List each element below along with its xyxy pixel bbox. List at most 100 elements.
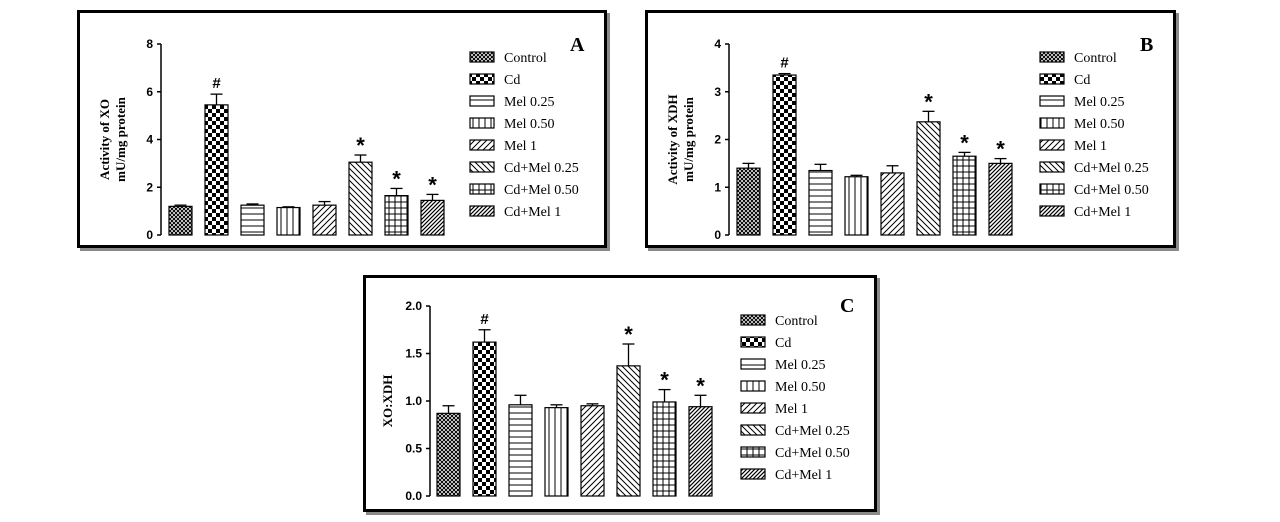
bar-b-7	[988, 162, 1013, 236]
bar-a-4	[312, 204, 337, 236]
y-tick-label: 1	[714, 180, 721, 194]
y-tick-label: 2.0	[405, 299, 422, 313]
panel-letter-a: A	[570, 34, 585, 56]
legend-label: Mel 1	[504, 139, 537, 154]
bar-c-4	[580, 405, 605, 497]
legend-swatch	[1039, 161, 1065, 173]
legend-swatch	[1039, 73, 1065, 85]
legend-swatch	[1039, 205, 1065, 217]
legend-swatch	[1039, 139, 1065, 151]
bar-b-2	[808, 169, 833, 236]
bar-c-5	[616, 365, 641, 497]
legend-swatch	[469, 73, 495, 85]
bar-a-7	[420, 199, 445, 236]
legend-label: Cd	[504, 73, 520, 88]
panel-letter-c: C	[840, 295, 854, 317]
significance-star: *	[356, 133, 365, 158]
y-tick-label: 2	[146, 180, 153, 194]
significance-hash: #	[212, 75, 221, 92]
chart-b-svg: 0 1 2 3 4 Activity of XDH mU/mg protein # * * * Con…	[665, 34, 1153, 242]
bar-a-5	[348, 161, 373, 236]
legend-swatch	[740, 336, 766, 348]
bar-c-1	[472, 341, 497, 497]
significance-hash: #	[480, 311, 489, 328]
bar-a-2	[240, 204, 265, 236]
bar-a-0	[168, 205, 193, 236]
legend-swatch	[740, 446, 766, 458]
legend-label: Control	[504, 51, 547, 66]
significance-star: *	[696, 373, 705, 398]
legend-swatch	[740, 314, 766, 326]
y-axis-unit-label-a: mU/mg protein	[113, 96, 128, 181]
legend-label: Cd+Mel 0.25	[1074, 161, 1149, 176]
chart-panel-c: 0.0 0.5 1.0 1.5 2.0 XO:XDH # * * * Control Cd Mel 0.…	[363, 275, 877, 512]
y-tick-label: 0	[146, 228, 153, 242]
legend-label: Mel 0.50	[504, 117, 555, 132]
significance-star: *	[428, 172, 437, 197]
y-tick-label: 3	[714, 85, 721, 99]
legend-label: Cd+Mel 1	[1074, 205, 1131, 220]
bar-b-1	[772, 74, 797, 236]
legend-swatch	[469, 51, 495, 63]
y-axis-label-b: Activity of XDH	[665, 94, 680, 184]
legend-label: Cd+Mel 0.50	[504, 183, 579, 198]
bar-b-3	[844, 176, 869, 236]
bar-c-0	[436, 412, 461, 497]
chart-panel-a: 0 2 4 6 8 Activity of XO mU/mg protein # * * * Cont…	[77, 10, 607, 248]
y-axis-label-a: Activity of XO	[97, 99, 112, 180]
bar-b-5	[916, 121, 941, 236]
y-axis-label-c: XO:XDH	[380, 375, 395, 428]
legend-label: Cd+Mel 0.50	[1074, 183, 1149, 198]
legend-label: Cd	[775, 336, 791, 351]
significance-star: *	[996, 137, 1005, 162]
bar-a-1	[204, 104, 229, 236]
significance-star: *	[660, 368, 669, 393]
legend-label: Mel 0.25	[1074, 95, 1125, 110]
legend-label: Mel 0.50	[1074, 117, 1125, 132]
significance-star: *	[392, 166, 401, 191]
legend-label: Mel 1	[1074, 139, 1107, 154]
legend-swatch	[1039, 95, 1065, 107]
chart-c-svg: 0.0 0.5 1.0 1.5 2.0 XO:XDH # * * * Control Cd Mel 0.…	[380, 295, 854, 503]
y-tick-label: 2	[714, 133, 721, 147]
legend-label: Cd+Mel 1	[504, 205, 561, 220]
legend-swatch	[469, 161, 495, 173]
y-tick-label: 6	[146, 85, 153, 99]
legend-label: Cd+Mel 0.25	[775, 424, 850, 439]
y-tick-label: 1.5	[405, 347, 422, 361]
y-tick-label: 0	[714, 228, 721, 242]
bar-b-4	[880, 172, 905, 236]
legend-swatch	[1039, 117, 1065, 129]
legend-swatch	[740, 468, 766, 480]
legend-label: Mel 0.25	[504, 95, 555, 110]
bar-b-6	[952, 155, 977, 236]
legend-swatch	[1039, 51, 1065, 63]
bar-c-2	[508, 404, 533, 497]
legend-label: Cd+Mel 0.50	[775, 446, 850, 461]
legend-label: Cd+Mel 1	[775, 468, 832, 483]
legend-swatch	[469, 95, 495, 107]
legend-swatch	[469, 183, 495, 195]
significance-hash: #	[780, 55, 789, 72]
y-tick-label: 8	[146, 37, 153, 51]
y-tick-label: 1.0	[405, 394, 422, 408]
legend-label: Control	[775, 314, 818, 329]
significance-star: *	[924, 89, 933, 114]
legend-label: Mel 0.25	[775, 358, 826, 373]
legend-swatch	[469, 117, 495, 129]
significance-star: *	[960, 130, 969, 155]
y-tick-label: 0.5	[405, 442, 422, 456]
panel-letter-b: B	[1140, 34, 1153, 56]
y-tick-label: 0.0	[405, 489, 422, 503]
legend-swatch	[1039, 183, 1065, 195]
bar-c-6	[652, 401, 677, 497]
bar-b-0	[736, 167, 761, 236]
legend-swatch	[740, 358, 766, 370]
legend-swatch	[469, 205, 495, 217]
chart-a-svg: 0 2 4 6 8 Activity of XO mU/mg protein # * * * Cont…	[97, 34, 585, 242]
legend-label: Control	[1074, 51, 1117, 66]
legend-swatch	[740, 402, 766, 414]
legend-label: Cd+Mel 0.25	[504, 161, 579, 176]
legend-label: Mel 1	[775, 402, 808, 417]
y-axis-unit-label-b: mU/mg protein	[681, 96, 696, 181]
